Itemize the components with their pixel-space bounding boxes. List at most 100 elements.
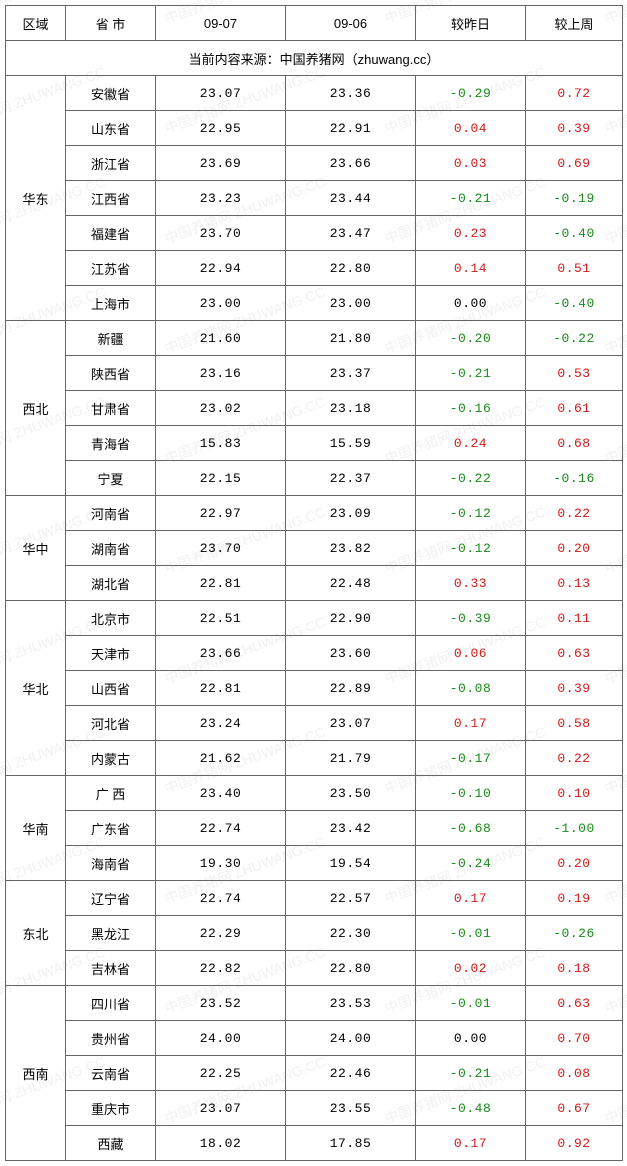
province-cell: 西藏 bbox=[66, 1126, 156, 1161]
value-vs-lastweek: 0.18 bbox=[526, 951, 623, 986]
value-vs-yesterday: -0.48 bbox=[416, 1091, 526, 1126]
value-vs-yesterday: -0.21 bbox=[416, 1056, 526, 1091]
value-date2: 23.60 bbox=[286, 636, 416, 671]
province-cell: 湖南省 bbox=[66, 531, 156, 566]
value-date2: 23.36 bbox=[286, 76, 416, 111]
table-row: 西藏18.0217.850.170.92 bbox=[6, 1126, 623, 1161]
value-date1: 22.95 bbox=[156, 111, 286, 146]
region-cell: 华中 bbox=[6, 496, 66, 601]
table-row: 陕西省23.1623.37-0.210.53 bbox=[6, 356, 623, 391]
value-date1: 23.52 bbox=[156, 986, 286, 1021]
value-date1: 23.70 bbox=[156, 216, 286, 251]
value-date1: 23.66 bbox=[156, 636, 286, 671]
province-cell: 天津市 bbox=[66, 636, 156, 671]
value-vs-yesterday: 0.00 bbox=[416, 1021, 526, 1056]
value-date2: 24.00 bbox=[286, 1021, 416, 1056]
value-vs-lastweek: 0.19 bbox=[526, 881, 623, 916]
table-row: 山东省22.9522.910.040.39 bbox=[6, 111, 623, 146]
value-date2: 23.82 bbox=[286, 531, 416, 566]
table-row: 天津市23.6623.600.060.63 bbox=[6, 636, 623, 671]
value-vs-lastweek: 0.20 bbox=[526, 846, 623, 881]
value-date1: 15.83 bbox=[156, 426, 286, 461]
value-vs-lastweek: 0.51 bbox=[526, 251, 623, 286]
value-date1: 23.00 bbox=[156, 286, 286, 321]
value-vs-yesterday: 0.23 bbox=[416, 216, 526, 251]
table-row: 重庆市23.0723.55-0.480.67 bbox=[6, 1091, 623, 1126]
header-vs-lastweek: 较上周 bbox=[526, 6, 623, 41]
table-row: 贵州省24.0024.000.000.70 bbox=[6, 1021, 623, 1056]
value-vs-lastweek: -0.26 bbox=[526, 916, 623, 951]
value-date1: 22.97 bbox=[156, 496, 286, 531]
value-vs-yesterday: -0.24 bbox=[416, 846, 526, 881]
value-date2: 22.80 bbox=[286, 251, 416, 286]
table-row: 云南省22.2522.46-0.210.08 bbox=[6, 1056, 623, 1091]
province-cell: 广 西 bbox=[66, 776, 156, 811]
value-date1: 22.15 bbox=[156, 461, 286, 496]
region-cell: 东北 bbox=[6, 881, 66, 986]
value-date2: 23.47 bbox=[286, 216, 416, 251]
value-vs-yesterday: 0.04 bbox=[416, 111, 526, 146]
value-date1: 22.81 bbox=[156, 566, 286, 601]
value-date1: 21.62 bbox=[156, 741, 286, 776]
region-cell: 西南 bbox=[6, 986, 66, 1161]
value-vs-yesterday: -0.29 bbox=[416, 76, 526, 111]
province-cell: 贵州省 bbox=[66, 1021, 156, 1056]
value-vs-yesterday: 0.17 bbox=[416, 881, 526, 916]
value-vs-yesterday: 0.00 bbox=[416, 286, 526, 321]
table-row: 西南四川省23.5223.53-0.010.63 bbox=[6, 986, 623, 1021]
value-vs-yesterday: -0.39 bbox=[416, 601, 526, 636]
table-row: 吉林省22.8222.800.020.18 bbox=[6, 951, 623, 986]
table-row: 海南省19.3019.54-0.240.20 bbox=[6, 846, 623, 881]
value-date1: 23.16 bbox=[156, 356, 286, 391]
value-date1: 22.74 bbox=[156, 811, 286, 846]
value-vs-lastweek: 0.22 bbox=[526, 496, 623, 531]
province-cell: 北京市 bbox=[66, 601, 156, 636]
value-vs-lastweek: 0.53 bbox=[526, 356, 623, 391]
header-date2: 09-06 bbox=[286, 6, 416, 41]
value-vs-yesterday: 0.03 bbox=[416, 146, 526, 181]
value-vs-lastweek: 0.68 bbox=[526, 426, 623, 461]
value-date2: 22.80 bbox=[286, 951, 416, 986]
value-vs-lastweek: -0.40 bbox=[526, 216, 623, 251]
province-cell: 海南省 bbox=[66, 846, 156, 881]
value-date2: 23.42 bbox=[286, 811, 416, 846]
province-cell: 浙江省 bbox=[66, 146, 156, 181]
value-date2: 22.46 bbox=[286, 1056, 416, 1091]
value-vs-lastweek: -1.00 bbox=[526, 811, 623, 846]
province-cell: 甘肃省 bbox=[66, 391, 156, 426]
province-cell: 四川省 bbox=[66, 986, 156, 1021]
price-table: 区域 省 市 09-07 09-06 较昨日 较上周 当前内容来源：中国养猪网（… bbox=[5, 5, 623, 1161]
table-row: 华中河南省22.9723.09-0.120.22 bbox=[6, 496, 623, 531]
value-vs-lastweek: 0.92 bbox=[526, 1126, 623, 1161]
table-row: 甘肃省23.0223.18-0.160.61 bbox=[6, 391, 623, 426]
table-row: 湖南省23.7023.82-0.120.20 bbox=[6, 531, 623, 566]
value-date1: 22.51 bbox=[156, 601, 286, 636]
value-date2: 22.89 bbox=[286, 671, 416, 706]
value-vs-lastweek: 0.72 bbox=[526, 76, 623, 111]
value-vs-lastweek: 0.20 bbox=[526, 531, 623, 566]
province-cell: 重庆市 bbox=[66, 1091, 156, 1126]
value-date1: 23.02 bbox=[156, 391, 286, 426]
header-region: 区域 bbox=[6, 6, 66, 41]
value-date2: 23.53 bbox=[286, 986, 416, 1021]
table-row: 江西省23.2323.44-0.21-0.19 bbox=[6, 181, 623, 216]
province-cell: 江苏省 bbox=[66, 251, 156, 286]
value-date2: 23.00 bbox=[286, 286, 416, 321]
value-date1: 23.07 bbox=[156, 76, 286, 111]
value-date1: 22.81 bbox=[156, 671, 286, 706]
value-date2: 23.09 bbox=[286, 496, 416, 531]
value-date2: 15.59 bbox=[286, 426, 416, 461]
value-date2: 21.79 bbox=[286, 741, 416, 776]
value-date2: 23.55 bbox=[286, 1091, 416, 1126]
table-row: 广东省22.7423.42-0.68-1.00 bbox=[6, 811, 623, 846]
value-date2: 23.50 bbox=[286, 776, 416, 811]
value-date1: 23.40 bbox=[156, 776, 286, 811]
header-province: 省 市 bbox=[66, 6, 156, 41]
value-vs-yesterday: -0.12 bbox=[416, 531, 526, 566]
value-date2: 23.18 bbox=[286, 391, 416, 426]
value-vs-yesterday: -0.17 bbox=[416, 741, 526, 776]
value-vs-yesterday: -0.21 bbox=[416, 181, 526, 216]
value-vs-yesterday: 0.06 bbox=[416, 636, 526, 671]
value-date2: 21.80 bbox=[286, 321, 416, 356]
header-vs-yesterday: 较昨日 bbox=[416, 6, 526, 41]
